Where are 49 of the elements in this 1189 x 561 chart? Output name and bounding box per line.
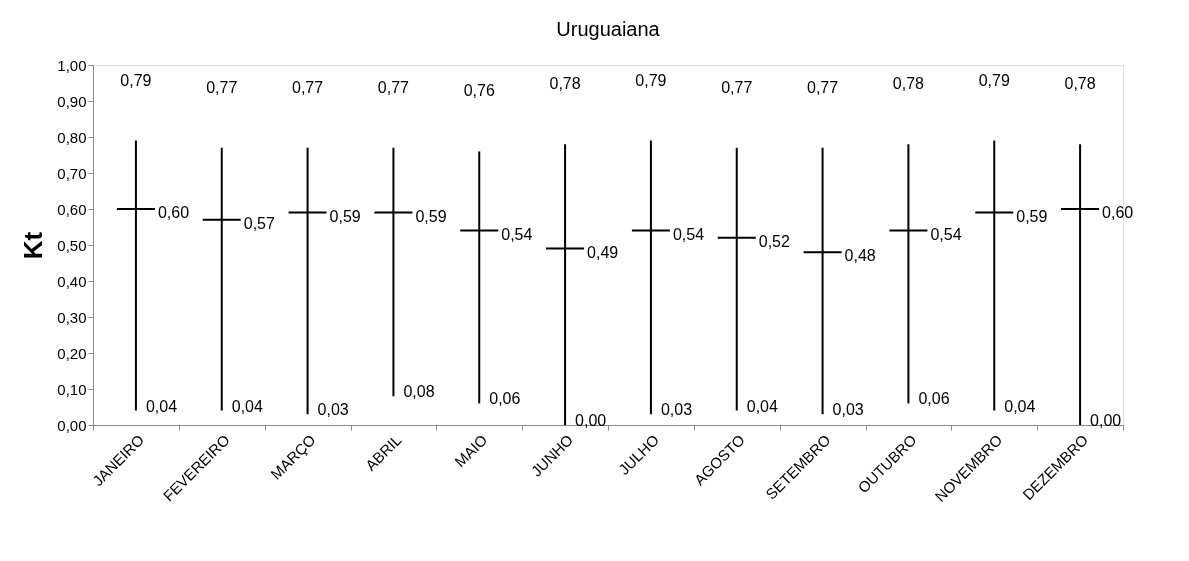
annotation: 0,00 xyxy=(575,412,607,429)
annotation: 0,76 xyxy=(463,82,495,100)
annotation: 0,77 xyxy=(377,78,410,96)
annotation: 0,03 xyxy=(660,401,693,419)
annotation: 0,77 xyxy=(721,78,753,96)
annotation: 0,54 xyxy=(501,225,533,243)
annotation: 0,79 xyxy=(978,71,1010,89)
annotation: 0,79 xyxy=(635,71,667,89)
annotation: 0,08 xyxy=(403,383,435,401)
y-tick-label: 0,90 xyxy=(57,92,87,110)
annotation: 0,06 xyxy=(918,390,950,408)
y-axis-title: Kt xyxy=(18,231,49,260)
annotation: 0,03 xyxy=(317,401,349,419)
annotation: 0,00 xyxy=(1090,412,1122,429)
annotation: 0,54 xyxy=(672,225,705,243)
y-tick-label: 0,20 xyxy=(57,344,87,362)
annotation: 0,04 xyxy=(746,397,778,415)
annotation: 0,59 xyxy=(415,207,447,225)
y-tick-label: 0,70 xyxy=(57,164,87,182)
y-tick-label: 1,00 xyxy=(57,56,87,74)
annotation: 0,57 xyxy=(243,214,275,232)
annotation: 0,52 xyxy=(758,232,790,250)
annotation: 0,60 xyxy=(157,204,190,221)
y-tick-label: 0,60 xyxy=(57,200,87,218)
y-tick-label: 0,30 xyxy=(57,308,87,326)
y-tick-label: 0,00 xyxy=(57,416,87,434)
annotation: 0,79 xyxy=(120,71,152,89)
chart-title: Uruguaiana xyxy=(556,18,661,40)
annotation: 0,06 xyxy=(489,390,521,408)
y-tick-label: 0,10 xyxy=(57,380,87,398)
annotation: 0,04 xyxy=(1004,397,1036,415)
annotation: 0,49 xyxy=(587,243,619,261)
annotation: 0,59 xyxy=(1016,207,1048,225)
annotation: 0,78 xyxy=(549,75,581,93)
annotation: 0,48 xyxy=(844,247,876,265)
annotation: 0,54 xyxy=(930,225,962,243)
annotation: 0,78 xyxy=(1064,75,1096,93)
annotation: 0,77 xyxy=(807,78,839,96)
y-tick-label: 0,80 xyxy=(57,128,87,146)
annotation: 0,03 xyxy=(832,401,864,419)
annotation: 0,78 xyxy=(892,75,925,93)
y-tick-label: 0,50 xyxy=(57,236,87,254)
annotation: 0,77 xyxy=(292,78,324,96)
annotation: 0,04 xyxy=(231,397,263,415)
annotation: 0,59 xyxy=(329,207,361,225)
annotation: 0,04 xyxy=(145,397,178,415)
annotation: 0,60 xyxy=(1102,204,1134,221)
y-tick-label: 0,40 xyxy=(57,272,87,290)
annotation: 0,77 xyxy=(206,78,238,96)
